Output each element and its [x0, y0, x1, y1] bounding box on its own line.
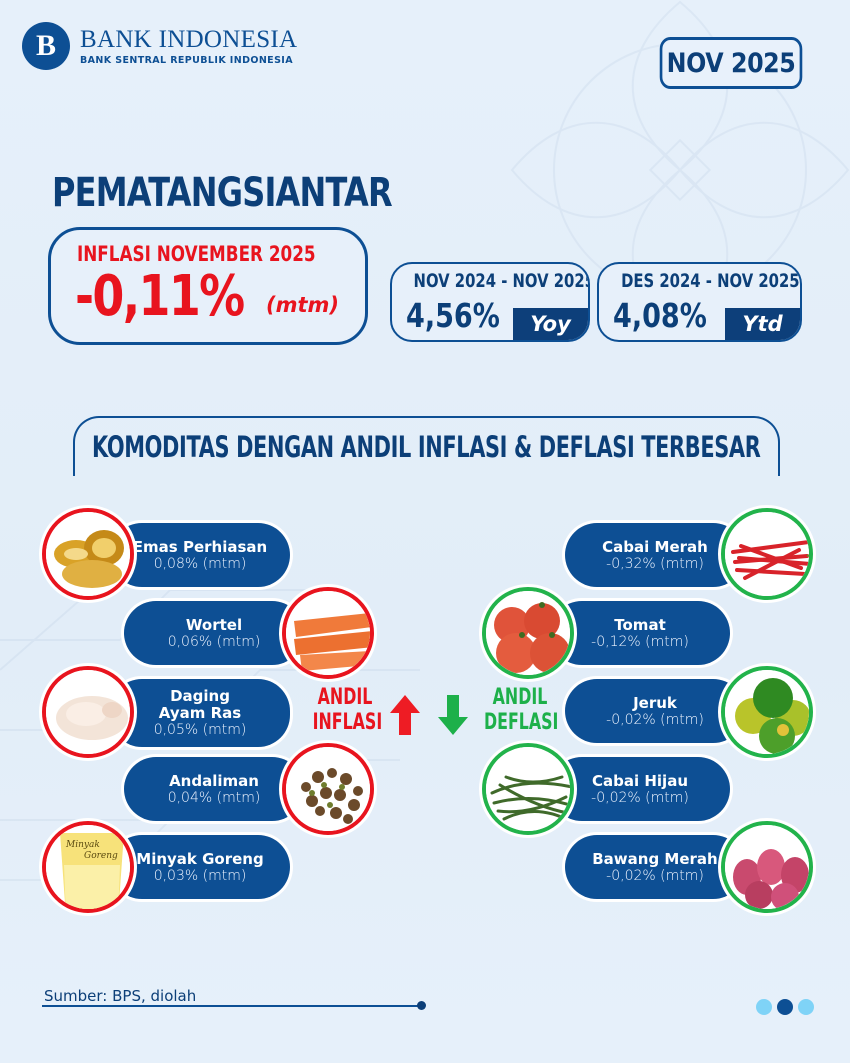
- svg-text:Minyak: Minyak: [65, 840, 100, 850]
- source-underline: [42, 1005, 422, 1007]
- commodity-value: 0,05% (mtm): [153, 722, 247, 738]
- commodity-name: Cabai Hijau: [592, 771, 688, 790]
- commodity-name: Jeruk: [633, 693, 677, 712]
- section-title-text: KOMODITAS DENGAN ANDIL INFLASI & DEFLASI…: [92, 430, 761, 464]
- yoy-inflation-card: NOV 2024 - NOV 2025 4,56% Yoy: [390, 262, 590, 342]
- yoy-tag: Yoy: [513, 308, 588, 340]
- commodity-value: 0,03% (mtm): [153, 867, 247, 884]
- commodity-value: 0,04% (mtm): [167, 789, 261, 806]
- bank-indonesia-logo: B BANK INDONESIA BANK SENTRAL REPUBLIK I…: [22, 22, 297, 70]
- monthly-inflation-card: INFLASI NOVEMBER 2025 -0,11% (mtm): [48, 227, 368, 345]
- ytd-period-label: DES 2024 - NOV 2025: [621, 270, 800, 292]
- shallot-photo-icon: [721, 821, 813, 913]
- arrow-up-icon: [390, 695, 420, 735]
- page-dot-2-active[interactable]: [777, 999, 793, 1015]
- svg-text:Goreng: Goreng: [84, 851, 118, 861]
- commodity-value: -0,02% (mtm): [591, 789, 689, 806]
- cooking-oil-photo-icon: Minyak Goreng: [42, 821, 134, 913]
- monthly-inflation-value: -0,11%: [75, 264, 245, 329]
- pagination-dots[interactable]: [756, 999, 814, 1015]
- logo-subtitle: BANK SENTRAL REPUBLIK INDONESIA: [80, 54, 293, 66]
- commodity-value: -0,12% (mtm): [591, 633, 689, 650]
- andaliman-photo-icon: [282, 743, 374, 835]
- yoy-period-label: NOV 2024 - NOV 2025: [413, 270, 590, 292]
- commodity-value: -0,02% (mtm): [606, 711, 704, 728]
- red-chili-photo-icon: [721, 508, 813, 600]
- chicken-photo-icon: [42, 666, 134, 758]
- commodity-name: Bawang Merah: [592, 849, 718, 868]
- commodity-value: 0,06% (mtm): [167, 633, 261, 650]
- source-line-dot: [417, 1001, 426, 1010]
- page-dot-1[interactable]: [756, 999, 772, 1015]
- gold-jewelry-photo-icon: [42, 508, 134, 600]
- page-dot-3[interactable]: [798, 999, 814, 1015]
- tomato-photo-icon: [482, 587, 574, 679]
- section-title: KOMODITAS DENGAN ANDIL INFLASI & DEFLASI…: [73, 416, 780, 476]
- city-title: PEMATANGSIANTAR: [52, 170, 393, 216]
- andil-inflasi-label: ANDIL INFLASI: [312, 685, 383, 735]
- commodity-value: -0,02% (mtm): [606, 867, 704, 884]
- ytd-value: 4,08%: [613, 296, 707, 335]
- andil-deflasi-label: ANDIL DEFLASI: [484, 685, 559, 735]
- logo-title: BANK INDONESIA: [80, 25, 298, 53]
- commodity-value: -0,32% (mtm): [606, 555, 704, 572]
- commodity-name: Daging Ayam Ras: [158, 687, 242, 722]
- commodity-value: 0,08% (mtm): [153, 555, 247, 572]
- source-note: Sumber: BPS, diolah: [44, 987, 197, 1005]
- ytd-tag: Ytd: [725, 308, 800, 340]
- green-chili-photo-icon: [482, 743, 574, 835]
- commodity-name: Emas Perhiasan: [132, 537, 268, 556]
- period-badge: NOV 2025: [659, 37, 803, 89]
- monthly-inflation-label: INFLASI NOVEMBER 2025: [77, 242, 316, 266]
- orange-photo-icon: [721, 666, 813, 758]
- commodity-name: Tomat: [614, 615, 666, 634]
- commodity-name: Cabai Merah: [602, 537, 708, 556]
- commodity-name: Wortel: [185, 615, 243, 634]
- commodity-name: Minyak Goreng: [136, 849, 264, 868]
- ytd-inflation-card: DES 2024 - NOV 2025 4,08% Ytd: [597, 262, 802, 342]
- monthly-inflation-unit: (mtm): [266, 293, 339, 317]
- bi-emblem-icon: B: [22, 22, 70, 70]
- commodity-name: Andaliman: [169, 771, 259, 790]
- yoy-value: 4,56%: [406, 296, 500, 335]
- carrot-photo-icon: [282, 587, 374, 679]
- arrow-down-icon: [438, 695, 468, 735]
